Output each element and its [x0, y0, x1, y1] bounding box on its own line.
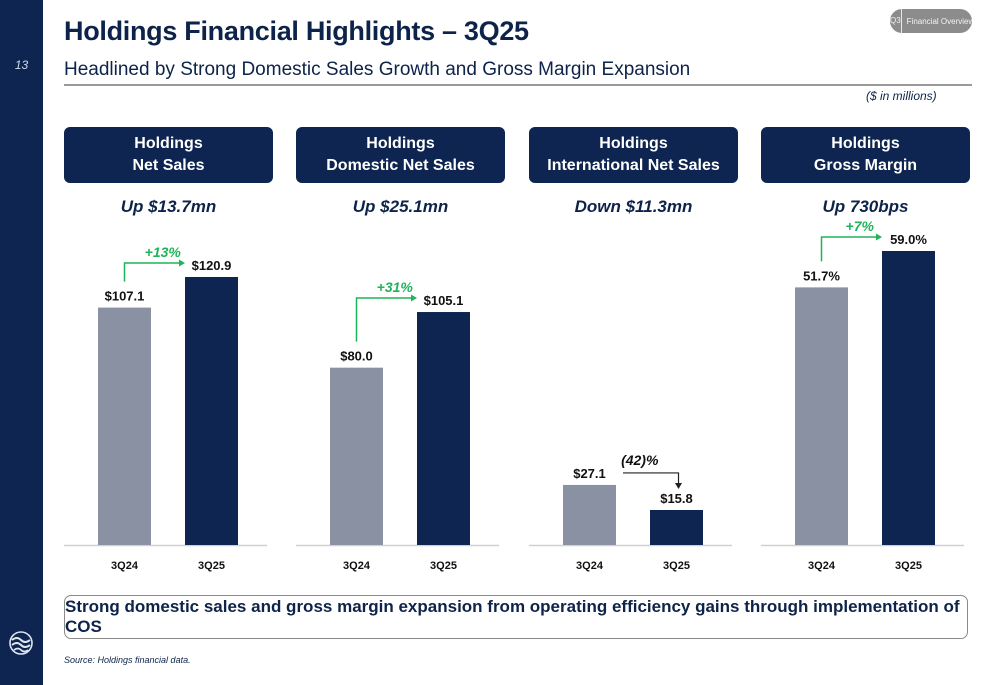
x-tick-label: 3Q24 [808, 560, 836, 572]
data-label: $80.0 [340, 349, 373, 364]
source-note: Source: Holdings financial data. [64, 655, 191, 665]
data-label: $27.1 [573, 466, 606, 481]
data-label: 59.0% [890, 232, 927, 247]
panel-header-net-sales: Holdings Net Sales [64, 127, 273, 183]
data-label: $15.8 [660, 491, 693, 506]
page-subtitle: Headlined by Strong Domestic Sales Growt… [64, 59, 691, 80]
page-number: 13 [14, 58, 29, 72]
panel-header-line1: Holdings [366, 135, 435, 152]
bar-3q25 [417, 312, 470, 545]
panel-change-international-net-sales: Down $11.3mn [574, 197, 693, 216]
x-tick-label: 3Q24 [111, 560, 139, 572]
bar-3q25 [650, 509, 703, 545]
data-label: $107.1 [105, 289, 145, 304]
panel-header-line1: Holdings [599, 135, 668, 152]
x-tick-label: 3Q24 [576, 560, 604, 572]
badge-quarter: Q3 [890, 9, 902, 33]
bar-3q25 [882, 251, 935, 545]
panel-header-line2: Net Sales [132, 157, 205, 174]
section-badge: Q3 Financial Overview [890, 9, 972, 33]
growth-label: (42)% [621, 452, 659, 468]
page-title: Holdings Financial Highlights – 3Q25 [64, 16, 529, 46]
panel-header-line2: International Net Sales [547, 157, 720, 174]
x-tick-label: 3Q24 [343, 560, 371, 572]
growth-arrow-icon [411, 294, 417, 302]
x-tick-label: 3Q25 [663, 560, 690, 572]
panel-header-line2: Gross Margin [813, 157, 918, 174]
growth-label: +13% [145, 244, 182, 260]
growth-arrow-icon [876, 233, 882, 241]
panel-header-line1: Holdings [831, 135, 900, 152]
growth-arrow-icon [179, 259, 185, 267]
panel-header-line2: Domestic Net Sales [326, 157, 475, 174]
data-label: $105.1 [424, 293, 464, 308]
panel-header-line1: Holdings [134, 135, 203, 152]
bar-3q25 [185, 277, 238, 545]
panel-header-domestic-net-sales: Holdings Domestic Net Sales [296, 127, 505, 183]
title-divider [64, 84, 972, 86]
data-label: 51.7% [803, 268, 840, 283]
panel-change-net-sales: Up $13.7mn [120, 197, 217, 216]
data-label: $120.9 [192, 258, 232, 273]
x-tick-label: 3Q25 [430, 560, 457, 572]
company-logo-icon [9, 631, 33, 655]
x-tick-label: 3Q25 [198, 560, 225, 572]
panel-change-domestic-net-sales: Up $25.1mn [352, 197, 449, 216]
sidebar [0, 0, 43, 685]
growth-connector [820, 236, 876, 262]
units-note: ($ in millions) [866, 89, 937, 103]
growth-connector [123, 262, 179, 282]
panel-change-gross-margin: Up 730bps [822, 197, 909, 216]
growth-label: +7% [846, 218, 875, 234]
badge-section: Financial Overview [906, 16, 972, 26]
growth-arrow-icon [675, 482, 682, 489]
panel-header-gross-margin: Holdings Gross Margin [761, 127, 970, 183]
growth-connector [623, 472, 680, 488]
growth-label: +31% [377, 279, 414, 295]
key-takeaway-box: Strong domestic sales and gross margin e… [64, 595, 968, 639]
growth-connector [355, 297, 411, 342]
bar-3q24 [795, 287, 848, 545]
bar-3q24 [563, 484, 616, 545]
x-tick-label: 3Q25 [895, 560, 922, 572]
bar-3q24 [98, 307, 151, 545]
bar-3q24 [330, 367, 383, 545]
panel-header-international-net-sales: Holdings International Net Sales [529, 127, 738, 183]
